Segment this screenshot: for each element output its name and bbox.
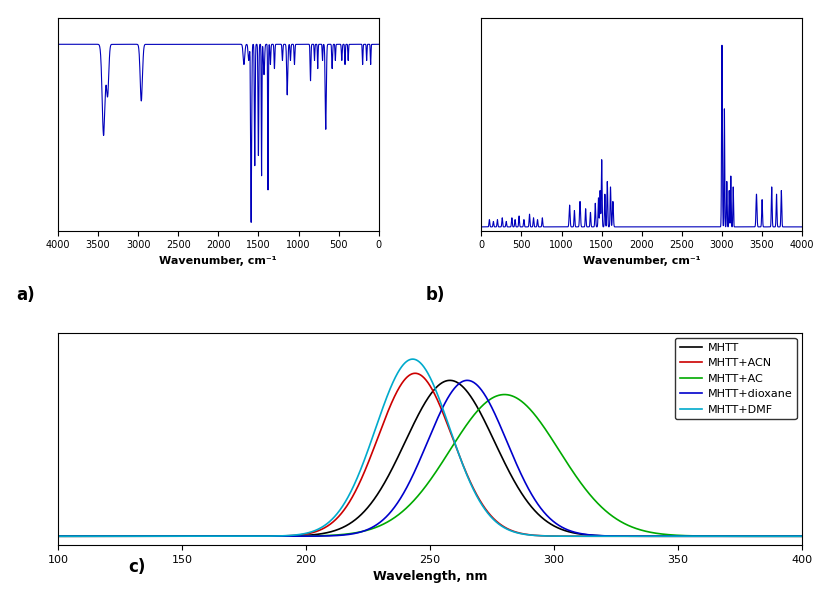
MHTT+DMF	[338, 501, 348, 509]
MHTT+dioxane	[53, 533, 63, 540]
MHTT+DMF	[370, 425, 380, 432]
MHTT+dioxane	[138, 533, 148, 540]
MHTT+AC	[370, 524, 380, 531]
MHTT+AC	[182, 533, 192, 540]
Line: MHTT+DMF: MHTT+DMF	[58, 359, 802, 536]
MHTT+ACN	[182, 533, 192, 540]
MHTT+ACN	[138, 533, 148, 540]
MHTT+ACN	[410, 370, 420, 377]
MHTT+DMF	[408, 356, 418, 363]
MHTT+dioxane	[783, 533, 793, 540]
MHTT+AC	[500, 391, 509, 398]
Line: MHTT: MHTT	[58, 380, 802, 536]
MHTT+ACN	[53, 533, 63, 540]
MHTT+dioxane	[797, 533, 807, 540]
MHTT+ACN	[797, 533, 807, 540]
MHTT+ACN	[703, 533, 713, 540]
X-axis label: Wavelength, nm: Wavelength, nm	[373, 570, 487, 583]
Line: MHTT+ACN: MHTT+ACN	[58, 373, 802, 536]
MHTT+DMF	[182, 533, 192, 540]
X-axis label: Wavenumber, cm⁻¹: Wavenumber, cm⁻¹	[160, 256, 277, 266]
MHTT+DMF	[703, 533, 713, 540]
MHTT+dioxane	[703, 533, 713, 540]
X-axis label: Wavenumber, cm⁻¹: Wavenumber, cm⁻¹	[583, 256, 700, 266]
MHTT	[370, 494, 380, 501]
MHTT	[703, 533, 713, 540]
MHTT+dioxane	[370, 522, 380, 529]
MHTT	[53, 533, 63, 540]
Line: MHTT+AC: MHTT+AC	[58, 395, 802, 536]
MHTT	[182, 533, 192, 540]
MHTT+AC	[703, 533, 713, 540]
MHTT+ACN	[370, 440, 380, 447]
Text: b): b)	[426, 286, 445, 304]
MHTT	[445, 377, 455, 384]
Text: a): a)	[17, 286, 36, 304]
MHTT	[338, 524, 348, 531]
MHTT	[783, 533, 793, 540]
MHTT+AC	[53, 533, 63, 540]
MHTT+ACN	[338, 507, 348, 515]
MHTT+AC	[338, 531, 348, 538]
MHTT+dioxane	[182, 533, 192, 540]
MHTT+dioxane	[338, 531, 348, 539]
MHTT+DMF	[783, 533, 793, 540]
Text: c): c)	[128, 558, 146, 576]
MHTT+DMF	[53, 533, 63, 540]
MHTT	[138, 533, 148, 540]
MHTT+dioxane	[462, 377, 472, 384]
MHTT+DMF	[138, 533, 148, 540]
MHTT+AC	[783, 533, 793, 540]
MHTT+ACN	[783, 533, 793, 540]
MHTT+DMF	[797, 533, 807, 540]
Line: MHTT+dioxane: MHTT+dioxane	[58, 380, 802, 536]
Legend: MHTT, MHTT+ACN, MHTT+AC, MHTT+dioxane, MHTT+DMF: MHTT, MHTT+ACN, MHTT+AC, MHTT+dioxane, M…	[675, 338, 796, 419]
MHTT	[797, 533, 807, 540]
MHTT+AC	[797, 533, 807, 540]
MHTT+AC	[138, 533, 148, 540]
